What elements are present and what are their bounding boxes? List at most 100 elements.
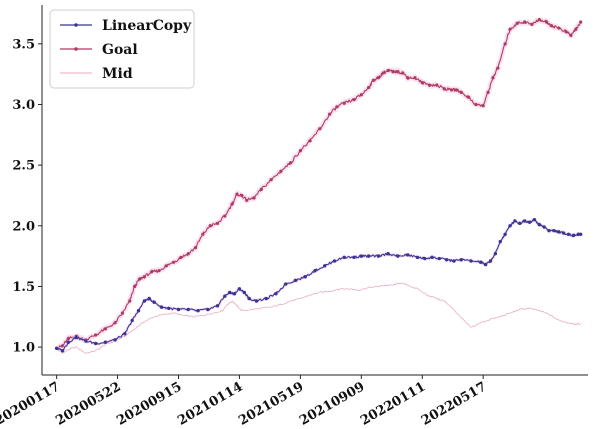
data-point <box>66 340 71 344</box>
data-point <box>386 251 390 256</box>
data-point <box>223 214 227 218</box>
legend-label: Mid <box>102 66 133 82</box>
data-point <box>103 327 107 331</box>
legend-marker <box>74 47 78 51</box>
data-point <box>186 252 190 256</box>
data-point <box>328 112 332 116</box>
data-point <box>113 321 117 325</box>
data-point <box>491 76 495 80</box>
data-point <box>186 307 190 312</box>
x-tick-label: 20200915 <box>114 379 184 428</box>
data-point <box>342 255 346 260</box>
data-point <box>420 81 424 85</box>
data-point <box>201 232 205 236</box>
data-point <box>386 68 390 73</box>
data-point <box>93 341 98 346</box>
data-point <box>466 95 471 99</box>
data-point <box>483 262 488 267</box>
plot-area <box>54 16 583 354</box>
legend-item-mid: Mid <box>60 66 133 82</box>
data-point <box>479 260 483 264</box>
data-point <box>245 198 249 202</box>
data-point <box>569 33 573 37</box>
data-point <box>518 221 522 226</box>
data-point <box>298 148 302 153</box>
data-point <box>496 66 500 70</box>
data-point <box>123 332 127 336</box>
data-point <box>513 219 517 223</box>
y-tick-label: 1.5 <box>12 280 35 295</box>
data-point <box>176 307 181 312</box>
y-tick-label: 2.0 <box>12 219 35 234</box>
data-point <box>128 299 132 303</box>
series-goal <box>54 16 583 352</box>
data-point <box>437 256 442 261</box>
data-point <box>120 311 125 315</box>
data-point <box>293 278 298 283</box>
data-point <box>401 71 405 75</box>
x-tick-label: 20200117 <box>0 379 63 428</box>
data-point <box>232 292 237 296</box>
data-point <box>240 193 244 198</box>
data-point <box>542 225 546 229</box>
data-point <box>452 259 456 263</box>
data-point <box>342 101 346 105</box>
legend-item-goal: Goal <box>60 42 138 58</box>
data-point <box>159 305 164 309</box>
data-point <box>413 76 417 80</box>
data-point <box>142 299 147 303</box>
data-point <box>196 309 200 313</box>
data-point <box>94 333 98 337</box>
x-tick-label: 20220111 <box>358 379 428 428</box>
data-point <box>576 232 580 236</box>
x-tick-label: 20200522 <box>53 379 123 428</box>
data-point <box>530 22 534 27</box>
data-point <box>503 232 507 236</box>
data-point <box>523 20 527 24</box>
data-point <box>289 161 293 165</box>
data-point <box>527 220 532 224</box>
data-point <box>459 258 463 262</box>
data-point <box>367 85 371 90</box>
data-point <box>152 300 156 304</box>
y-tick-label: 3.0 <box>12 98 35 113</box>
legend: LinearCopy Goal Mid <box>49 9 195 89</box>
data-point <box>481 104 485 108</box>
data-point <box>259 187 263 191</box>
data-point <box>532 218 537 222</box>
data-point <box>264 296 268 301</box>
data-point <box>242 290 247 295</box>
series-mid-line <box>56 282 581 354</box>
data-point <box>252 196 256 200</box>
x-tick-label: 20210114 <box>175 379 245 428</box>
data-point <box>230 202 234 206</box>
data-point <box>142 275 146 279</box>
data-point <box>237 287 242 291</box>
y-tick-label: 2.5 <box>12 159 35 174</box>
data-point <box>215 221 220 225</box>
data-point <box>133 284 137 289</box>
data-point <box>396 254 400 258</box>
data-point <box>208 224 212 228</box>
data-point <box>396 70 400 74</box>
data-point <box>579 20 583 24</box>
data-point <box>503 42 507 46</box>
data-point <box>557 26 561 30</box>
legend-label: Goal <box>102 42 138 58</box>
data-point <box>308 139 312 143</box>
y-tick-label: 1.0 <box>12 341 35 356</box>
data-point <box>549 24 554 28</box>
data-point <box>493 251 498 256</box>
data-point <box>103 340 108 344</box>
data-point <box>561 231 566 235</box>
data-point <box>167 306 171 310</box>
data-point <box>459 90 463 94</box>
data-point <box>332 259 337 263</box>
data-point <box>352 255 356 260</box>
legend-box <box>49 9 195 89</box>
data-point <box>284 282 288 286</box>
data-point <box>469 259 473 263</box>
legend-label: LinearCopy <box>102 18 192 34</box>
legend-item-linearcopy: LinearCopy <box>60 18 192 34</box>
